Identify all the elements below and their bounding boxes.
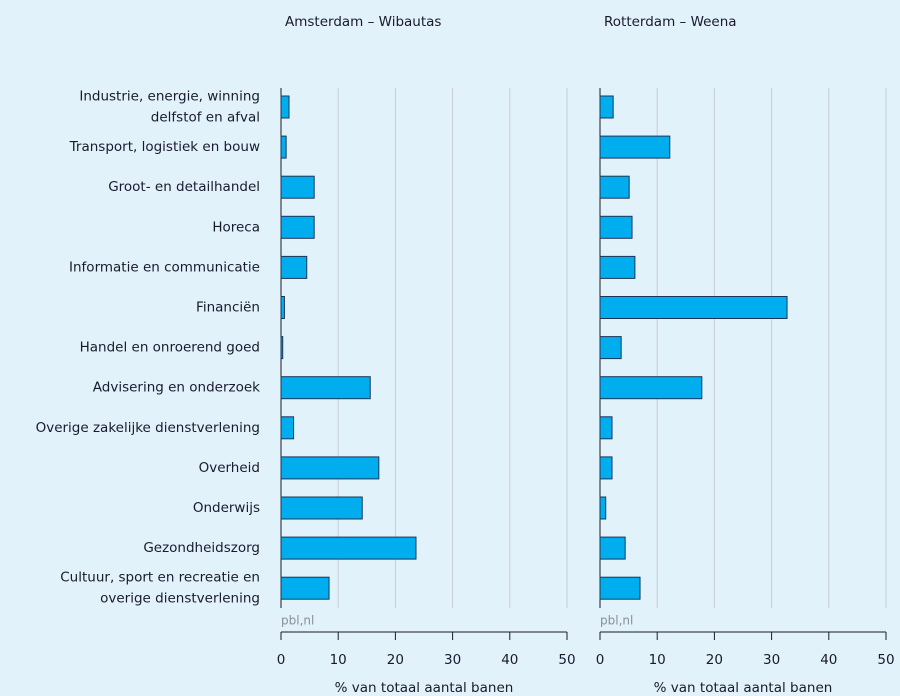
bar [280, 336, 284, 360]
panel-title: Rotterdam – Weena [604, 14, 737, 30]
category-label: Handel en onroerend goed [80, 340, 260, 356]
category-label: Financiën [196, 300, 260, 316]
panel-title: Amsterdam – Wibautas [285, 14, 441, 30]
bar [280, 95, 290, 119]
category-label: Cultuur, sport en recreatie en overige di… [60, 570, 260, 607]
bar [599, 255, 636, 279]
x-tick-label: 50 [877, 652, 894, 668]
bar [599, 95, 614, 119]
category-label: Industrie, energie, winning delfstof en a… [79, 89, 260, 126]
x-tick-label: 20 [706, 652, 723, 668]
x-tick-label: 0 [596, 652, 605, 668]
category-label: Groot- en detailhandel [108, 179, 260, 195]
category-label: Gezondheidszorg [143, 540, 260, 556]
bar [280, 576, 330, 600]
bar [599, 496, 607, 520]
bar [599, 376, 703, 400]
bar [599, 215, 633, 239]
bar [599, 536, 626, 560]
category-label: Informatie en communicatie [69, 259, 260, 275]
x-tick-label: 40 [820, 652, 837, 668]
x-axis-title: % van totaal aantal banen [335, 680, 514, 696]
bar [280, 135, 287, 159]
x-tick-label: 20 [387, 652, 404, 668]
x-tick-label: 0 [277, 652, 286, 668]
bar [599, 296, 788, 319]
category-label: Overige zakelijke dienstverlening [36, 420, 260, 436]
bar [280, 376, 371, 400]
bar [599, 135, 671, 159]
x-tick-label: 50 [558, 652, 575, 668]
bar [280, 456, 380, 480]
x-tick-label: 10 [330, 652, 347, 668]
bar [599, 576, 641, 600]
bar [280, 416, 295, 440]
bar [599, 336, 622, 360]
bar [599, 456, 613, 480]
category-label: Overheid [199, 460, 260, 476]
x-tick-label: 30 [444, 652, 461, 668]
category-label: Horeca [212, 219, 260, 235]
category-label: Transport, logistiek en bouw [69, 139, 260, 155]
source-label: pbl,nl [600, 614, 633, 628]
bar [599, 416, 613, 440]
source-label: pbl,nl [281, 614, 314, 628]
category-label: Onderwijs [193, 500, 260, 516]
bar [599, 175, 630, 199]
bar [280, 296, 285, 319]
category-label: Advisering en onderzoek [93, 380, 260, 396]
x-axis-title: % van totaal aantal banen [654, 680, 833, 696]
bar [280, 496, 363, 520]
bar [280, 215, 315, 239]
bar [280, 255, 308, 279]
bar [280, 536, 417, 560]
x-tick-label: 10 [649, 652, 666, 668]
bar [280, 175, 315, 199]
x-tick-label: 40 [501, 652, 518, 668]
x-tick-label: 30 [763, 652, 780, 668]
